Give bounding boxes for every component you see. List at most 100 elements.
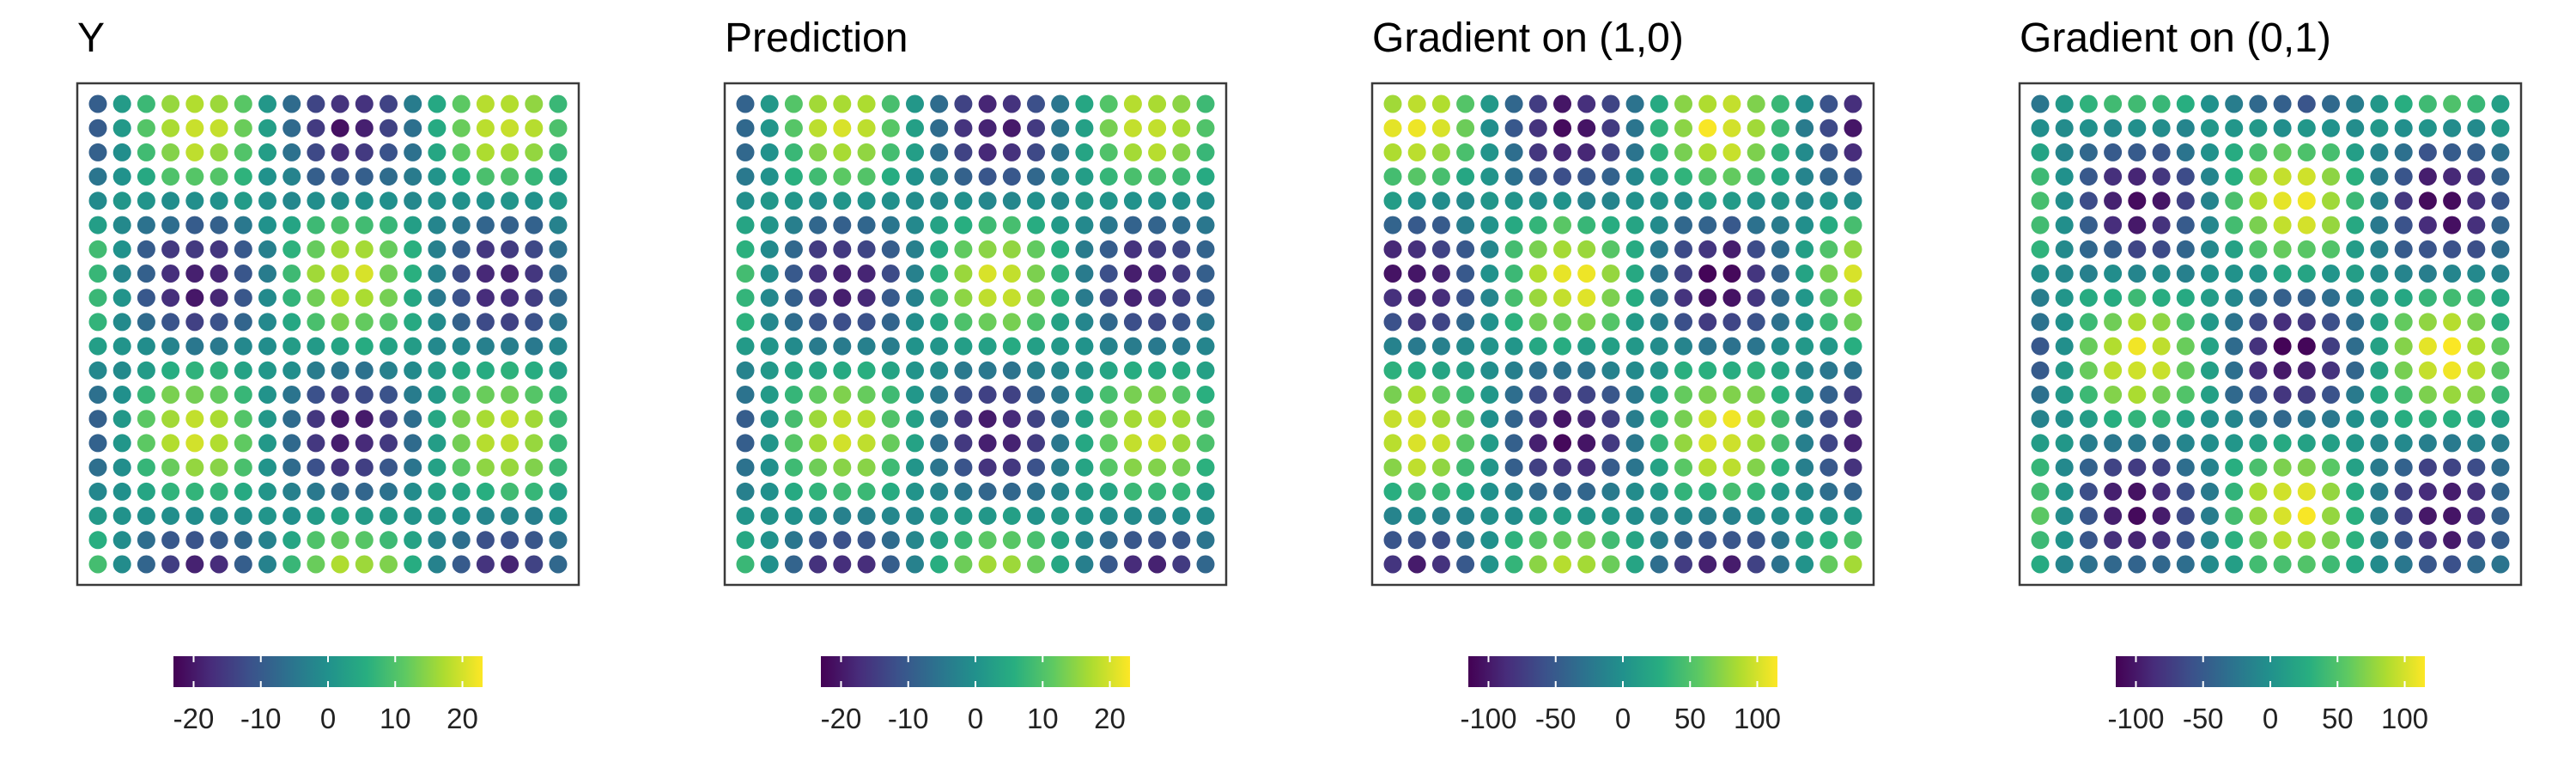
data-point [2443, 192, 2462, 210]
data-point [1601, 240, 1620, 259]
data-point [2176, 289, 2195, 307]
data-point [404, 434, 422, 453]
data-point [2418, 167, 2437, 186]
colorbar-ticks [1487, 656, 1759, 687]
data-point [1577, 119, 1596, 137]
data-point [1553, 94, 1571, 113]
data-point [2201, 167, 2219, 186]
data-point [930, 410, 949, 429]
data-point [2104, 289, 2123, 307]
data-point [1747, 289, 1765, 307]
data-point [234, 192, 252, 210]
data-point [258, 434, 276, 453]
data-point [2370, 410, 2389, 429]
data-point [1383, 143, 1402, 161]
data-point [1528, 337, 1547, 356]
data-point [2467, 361, 2486, 380]
data-point [1625, 192, 1644, 210]
data-point [857, 410, 876, 429]
data-point [2128, 216, 2147, 234]
colorbar-tick-label: 0 [1615, 703, 1631, 734]
data-point [525, 482, 544, 501]
data-point [1820, 167, 1838, 186]
data-point [1577, 555, 1596, 574]
data-point [784, 192, 803, 210]
data-point [906, 507, 924, 526]
data-point [2079, 216, 2098, 234]
data-point [428, 410, 447, 429]
data-point [549, 119, 568, 137]
data-point [784, 531, 803, 550]
data-point [1431, 192, 1450, 210]
data-point [1431, 386, 1450, 404]
data-point [2297, 192, 2316, 210]
data-point [1431, 507, 1450, 526]
data-point [881, 289, 900, 307]
data-point [112, 289, 131, 307]
data-point [2491, 555, 2510, 574]
data-point [428, 143, 447, 161]
data-point [1528, 507, 1547, 526]
data-point [1456, 337, 1475, 356]
data-point [185, 143, 204, 161]
data-point [1844, 410, 1862, 429]
data-point [1722, 167, 1741, 186]
data-point [1504, 555, 1523, 574]
data-point [2370, 386, 2389, 404]
data-point [1771, 94, 1789, 113]
data-point [736, 458, 755, 477]
data-point [1002, 167, 1021, 186]
data-point [784, 507, 803, 526]
data-point [428, 265, 447, 283]
data-point [1148, 119, 1167, 137]
data-point [1795, 167, 1814, 186]
data-point [476, 94, 495, 113]
data-point [525, 361, 544, 380]
colorbar-tick-label: 0 [968, 703, 983, 734]
data-point [736, 337, 755, 356]
data-point [1002, 289, 1021, 307]
data-point [1649, 167, 1668, 186]
data-point [833, 216, 852, 234]
data-point [1553, 289, 1571, 307]
data-point [1480, 361, 1499, 380]
data-point [2225, 434, 2244, 453]
colorbar-ticks [840, 656, 1111, 687]
data-point [1601, 482, 1620, 501]
data-point [784, 337, 803, 356]
data-point [404, 289, 422, 307]
data-point [1002, 265, 1021, 283]
data-point [161, 482, 180, 501]
data-point [2491, 507, 2510, 526]
data-point [452, 458, 471, 477]
data-point [2370, 434, 2389, 453]
data-point [525, 167, 544, 186]
data-point [2031, 216, 2050, 234]
data-point [1172, 167, 1191, 186]
data-point [1099, 240, 1118, 259]
data-point [2104, 555, 2123, 574]
data-point [2128, 410, 2147, 429]
data-point [1172, 265, 1191, 283]
data-point [1051, 458, 1070, 477]
data-point [2055, 458, 2074, 477]
data-point [161, 313, 180, 332]
data-point [1504, 143, 1523, 161]
data-point [930, 386, 949, 404]
data-point [2467, 143, 2486, 161]
data-point [185, 94, 204, 113]
data-point [2079, 410, 2098, 429]
data-point [1795, 386, 1814, 404]
data-point [809, 555, 828, 574]
data-point [760, 458, 779, 477]
data-point [2467, 289, 2486, 307]
data-point [1148, 482, 1167, 501]
data-point [1601, 313, 1620, 332]
data-point [137, 313, 155, 332]
data-point [161, 119, 180, 137]
data-point [736, 434, 755, 453]
data-point [1674, 216, 1692, 234]
data-point [2394, 337, 2413, 356]
data-point [954, 216, 973, 234]
data-point [2176, 458, 2195, 477]
